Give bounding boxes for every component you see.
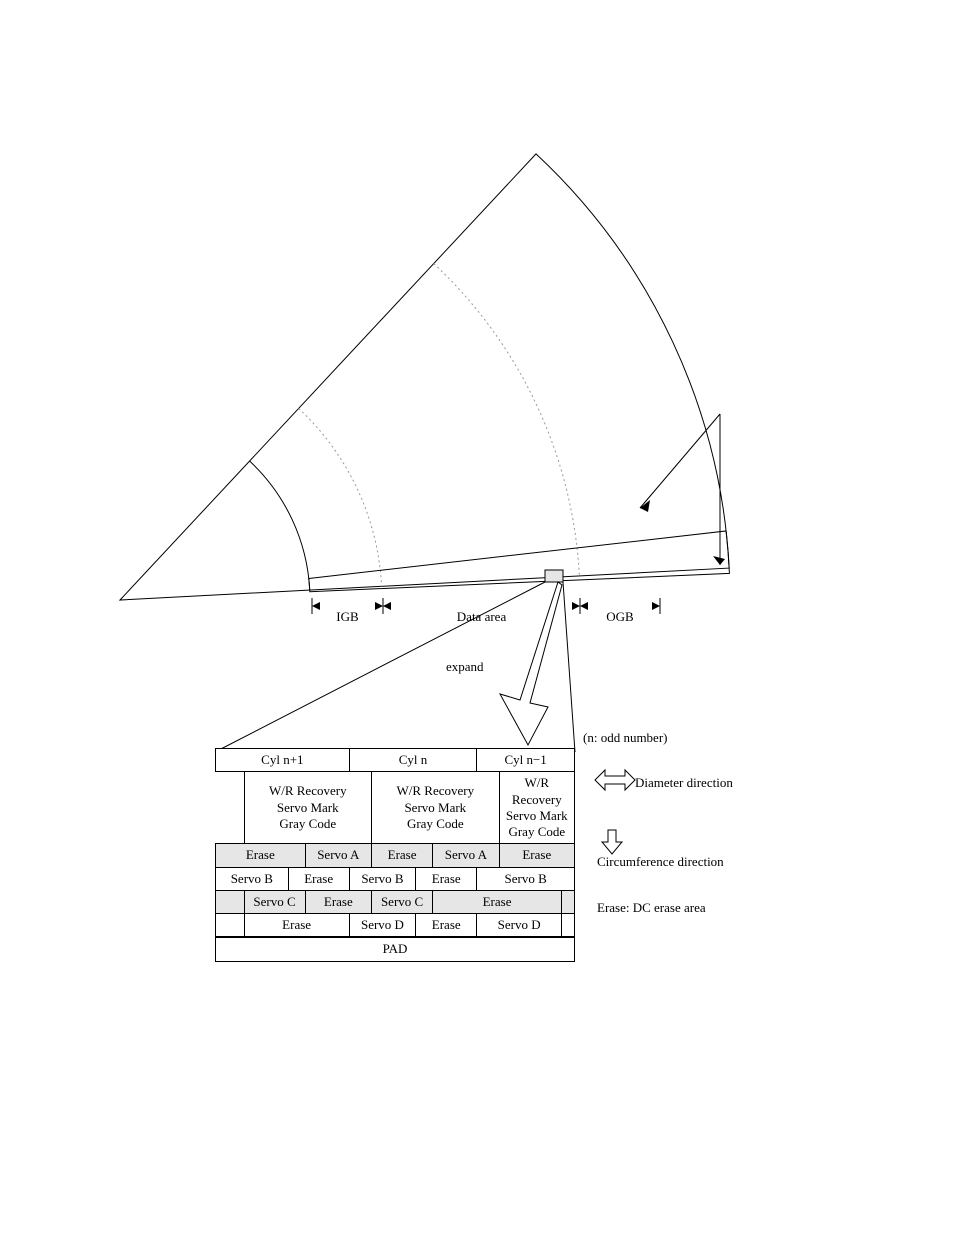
cell-servoA-2: Servo A: [433, 844, 499, 867]
svg-text:Data area: Data area: [457, 609, 507, 624]
erase-note-label: Erase: DC erase area: [597, 900, 706, 916]
cell-servoA-1: Servo A: [305, 844, 371, 867]
expand-label: expand: [446, 659, 484, 675]
cell-servoC-1: Servo C: [244, 890, 305, 913]
cell-erase-5: Erase: [416, 867, 477, 890]
hdr-cell-3: W/R Recovery Servo MarkGray Code: [499, 772, 574, 844]
cell-servoD-1: Servo D: [349, 914, 415, 938]
cell-erase-9: Erase: [416, 914, 477, 938]
cell-erase-6: Erase: [305, 890, 371, 913]
hdr2-l3: Gray Code: [407, 816, 464, 831]
cyl-np1-label: Cyl n+1: [216, 749, 350, 772]
diameter-label: Diameter direction: [635, 775, 733, 791]
hdr3-l1: W/R Recovery: [512, 775, 562, 806]
hdr2-l2: Servo Mark: [404, 800, 466, 815]
hdr2-l1: W/R Recovery: [397, 783, 475, 798]
hdr-cell-2: W/R Recovery Servo MarkGray Code: [372, 772, 500, 844]
cell-erase-3: Erase: [499, 844, 574, 867]
disk-fan-svg: IGB Data area OGB: [0, 0, 954, 1235]
svg-text:IGB: IGB: [336, 609, 359, 624]
cell-servoC-2: Servo C: [372, 890, 433, 913]
odd-number-note: (n: odd number): [583, 730, 667, 746]
hdr1-l1: W/R Recovery: [269, 783, 347, 798]
cell-servoB-3: Servo B: [477, 867, 575, 890]
hdr3-l3: Gray Code: [508, 824, 565, 839]
cell-erase-2: Erase: [372, 844, 433, 867]
cell-erase-7: Erase: [433, 890, 562, 913]
cyl-n-label: Cyl n: [349, 749, 477, 772]
svg-text:OGB: OGB: [606, 609, 634, 624]
servo-table: Cyl n+1 Cyl n Cyl n−1 W/R Recovery Servo …: [215, 748, 575, 962]
hdr1-l3: Gray Code: [279, 816, 336, 831]
cell-servoB-2: Servo B: [349, 867, 415, 890]
cell-gray-r: [561, 890, 574, 913]
servo-table-wrap: Cyl n+1 Cyl n Cyl n−1 W/R Recovery Servo …: [215, 748, 575, 962]
cell-servoD-2: Servo D: [477, 914, 562, 938]
hdr3-l2: Servo Mark: [506, 808, 568, 823]
cell-erase-4: Erase: [288, 867, 349, 890]
hdr1-l2: Servo Mark: [277, 800, 339, 815]
hdr-cell-1: W/R Recovery Servo MarkGray Code: [244, 772, 372, 844]
cell-servoB-1: Servo B: [216, 867, 289, 890]
pad-cell: PAD: [216, 937, 575, 961]
cyl-nm1-label: Cyl n−1: [477, 749, 575, 772]
cell-gray-l: [216, 890, 245, 913]
cell-erase-1: Erase: [216, 844, 306, 867]
circumference-label: Circumference direction: [597, 854, 724, 870]
cell-blank-r: [561, 914, 574, 938]
cell-blank-l: [216, 914, 245, 938]
cell-erase-8: Erase: [244, 914, 349, 938]
